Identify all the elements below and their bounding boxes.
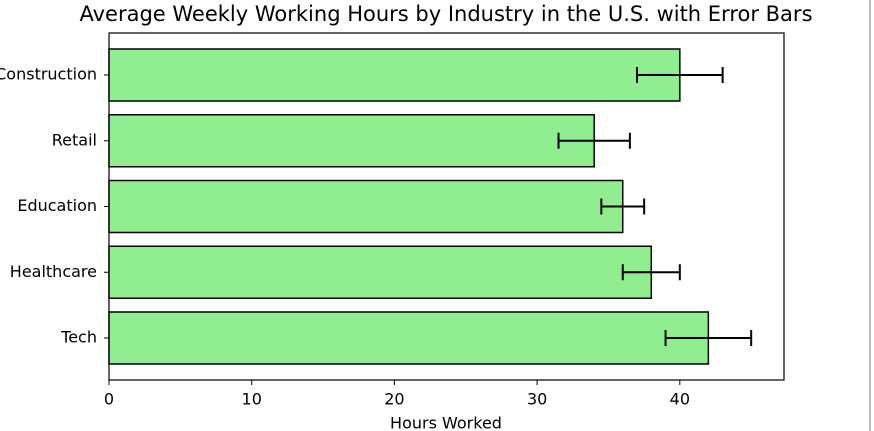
error-bar	[621, 264, 681, 281]
bar	[108, 114, 595, 168]
x-tick-label: 0	[104, 390, 114, 409]
error-bar	[636, 67, 724, 83]
y-tick-label: Retail	[52, 130, 97, 149]
y-tick-label: Education	[17, 196, 97, 215]
x-tick-label: 10	[242, 390, 262, 409]
bar	[108, 179, 624, 234]
bar	[108, 245, 653, 299]
chart-title: Average Weekly Working Hours by Industry…	[79, 2, 812, 26]
error-bar	[557, 132, 631, 149]
y-tick-label: Healthcare	[10, 262, 97, 281]
bar	[108, 311, 710, 365]
error-bar	[600, 198, 646, 215]
x-tick-label: 40	[670, 390, 690, 409]
x-tick-label: 30	[527, 390, 547, 409]
y-tick-label: Tech	[60, 328, 97, 347]
y-tick-label: Construction	[0, 65, 97, 84]
x-axis-label: Hours Worked	[390, 414, 502, 431]
error-bar	[664, 330, 753, 346]
x-tick-label: 20	[384, 390, 404, 409]
bar	[108, 48, 681, 102]
